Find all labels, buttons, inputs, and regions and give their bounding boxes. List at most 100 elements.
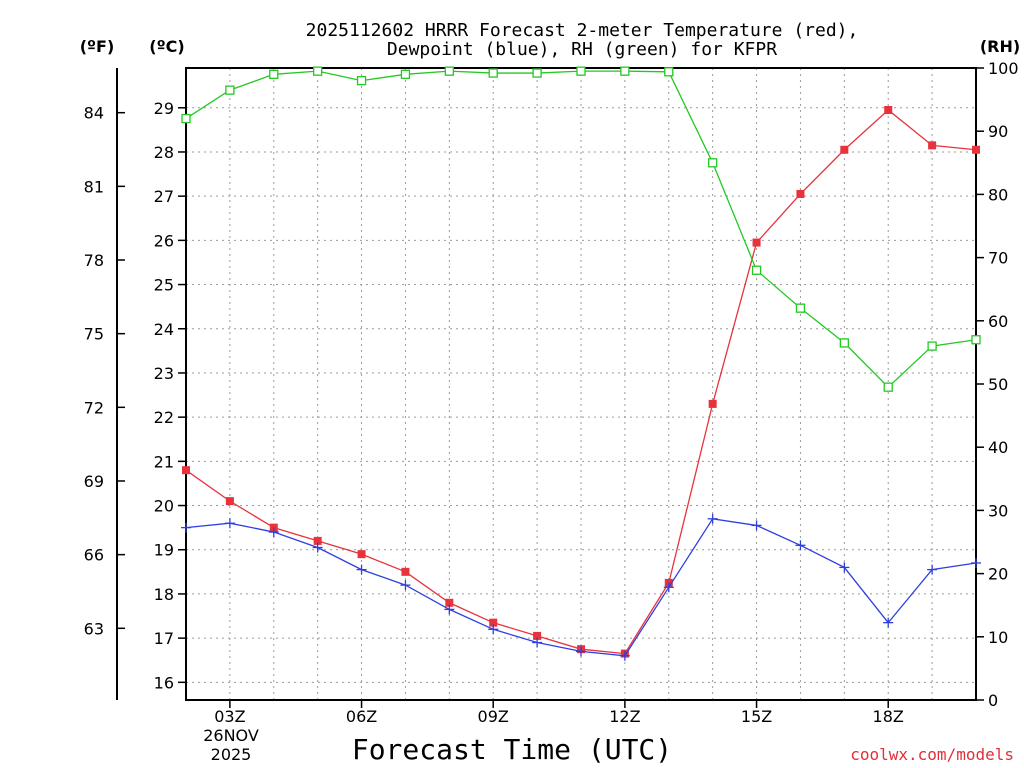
chart-title-line2: Dewpoint (blue), RH (green) for KFPR [387,39,777,60]
fahrenheit-tick-label: 78 [84,251,104,270]
temperature-point [840,145,849,154]
chart-title-line1: 2025112602 HRRR Forecast 2-meter Tempera… [306,20,859,41]
temperature-point [313,536,322,545]
temperature-point [357,550,366,559]
dewpoint-point [971,557,981,568]
dewpoint-point [488,624,499,635]
rh-point [927,341,937,351]
rh-tick-label: 0 [988,691,998,710]
celsius-tick-label: 29 [154,99,174,118]
rh-tick-label: 30 [988,501,1008,520]
fahrenheit-tick-label: 81 [84,177,104,196]
dewpoint-point [400,580,411,591]
rh-point [181,113,191,124]
x-tick-label: 18Z [873,707,904,726]
dewpoint-point [532,637,543,648]
x-axis-title: Forecast Time (UTC) [352,733,672,766]
credit-link[interactable]: coolwx.com/models [850,745,1014,764]
temperature-point [796,189,805,198]
unit-label-rh: (RH) [980,37,1020,56]
temperature-point [708,399,717,408]
fahrenheit-tick-label: 69 [84,472,104,491]
celsius-tick-label: 21 [154,452,174,471]
dewpoint-point [268,527,279,538]
rh-tick-label: 60 [988,312,1008,331]
data-series [181,66,981,661]
temperature-point [972,145,980,154]
rh-tick-label: 70 [988,249,1008,268]
dewpoint-line [185,518,977,657]
x-tick-label: 09Z [478,707,509,726]
temperature-point [752,238,761,247]
rh-tick-label: 100 [988,59,1019,78]
date-label-year: 2025 [211,745,252,764]
rh-point [400,69,411,79]
fahrenheit-tick-label: 75 [84,325,104,344]
celsius-tick-label: 23 [154,364,174,383]
rh-point [444,66,454,76]
x-tick-label: 12Z [609,707,640,726]
temperature-point [225,497,234,506]
celsius-tick-label: 16 [154,673,174,692]
celsius-tick-label: 28 [154,143,174,162]
temperature-point [489,618,498,627]
date-label-day: 26NOV [203,726,259,745]
rh-point [839,338,849,348]
unit-label-fahrenheit: (ºF) [80,37,115,56]
fahrenheit-tick-label: 72 [84,398,104,417]
celsius-tick-label: 20 [154,497,174,516]
rh-point [269,69,279,79]
rh-tick-label: 90 [988,122,1008,141]
rh-tick-label: 50 [988,375,1008,394]
unit-label-celsius: (ºC) [149,37,184,56]
fahrenheit-tick-label: 84 [84,104,104,123]
celsius-tick-label: 17 [154,629,174,648]
rh-point [576,66,586,76]
dewpoint-point [224,518,235,529]
rh-point [532,68,542,78]
x-tick-label: 03Z [214,707,245,726]
temperature-point [928,141,937,150]
temperature-point [401,567,410,576]
rh-point [751,265,762,275]
temperature-point [445,598,454,607]
dewpoint-point [751,520,762,531]
axes [116,67,984,708]
temperature-point [884,105,893,114]
tick-labels: 16 17 18 19 20 21 22 23 24 25 26 27 28 29 63 66 69 72 75 78… [84,59,1019,726]
dewpoint-point [181,522,191,533]
dewpoint-point [795,540,806,551]
rh-tick-label: 20 [988,565,1008,584]
dewpoint-point [707,513,718,524]
rh-point [225,85,235,95]
x-tick-label: 15Z [741,707,772,726]
rh-point [971,335,981,345]
celsius-tick-label: 26 [154,231,174,250]
temperature-point [533,631,542,640]
celsius-tick-label: 19 [154,541,174,560]
rh-point [708,158,718,168]
dewpoint-point [663,582,674,593]
temperature-point [182,466,190,475]
dewpoint-point [883,617,894,628]
plot-frame [185,67,977,701]
celsius-tick-label: 24 [154,320,174,339]
rh-tick-label: 80 [988,185,1008,204]
dewpoint-point [444,604,455,615]
dewpoint-point [927,564,938,575]
celsius-tick-label: 22 [154,408,174,427]
dewpoint-point [356,564,367,575]
grid-lines [186,68,976,700]
celsius-tick-label: 27 [154,187,174,206]
x-tick-label: 06Z [346,707,377,726]
fahrenheit-tick-label: 66 [84,546,104,565]
dewpoint-point [576,646,586,657]
rh-point [795,303,806,313]
dewpoint-point [839,562,850,573]
dewpoint-point [312,542,323,553]
rh-tick-label: 40 [988,438,1008,457]
celsius-tick-label: 18 [154,585,174,604]
fahrenheit-tick-label: 63 [84,619,104,638]
celsius-tick-label: 25 [154,276,174,295]
